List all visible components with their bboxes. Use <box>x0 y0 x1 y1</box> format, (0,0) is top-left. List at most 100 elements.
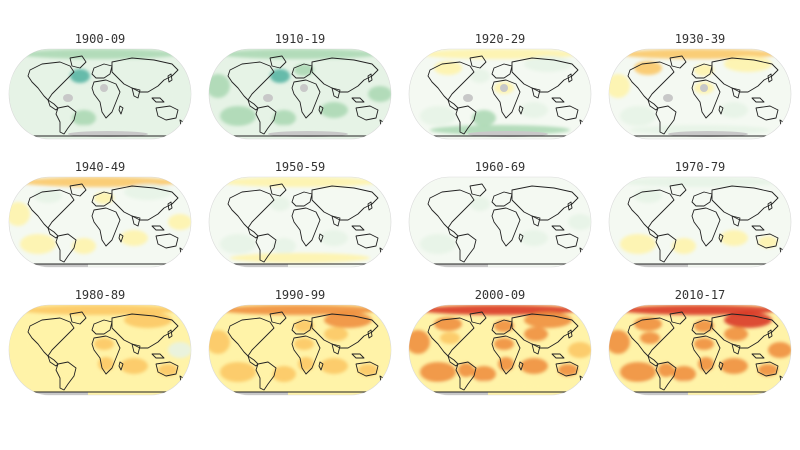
world-map <box>8 304 192 396</box>
coastline <box>511 185 579 221</box>
anomaly-region-austral <box>758 364 778 376</box>
anomaly-region-sPac <box>420 106 456 126</box>
coastline <box>711 57 779 93</box>
coastline <box>367 201 373 211</box>
coastline <box>551 353 565 359</box>
coastline <box>555 105 579 121</box>
coastline <box>131 343 141 355</box>
anomaly-region-nAfrica <box>694 338 714 350</box>
anomaly-region-sPac <box>220 234 256 254</box>
coastline <box>311 57 379 93</box>
missing-data-region <box>228 392 288 395</box>
anomaly-region-siberia <box>724 312 772 328</box>
coastline <box>711 313 779 349</box>
anomaly-region-austral <box>558 364 578 376</box>
coastline <box>69 183 87 197</box>
coastline <box>118 105 124 115</box>
panel-title: 1930-39 <box>674 32 726 46</box>
coastline <box>455 233 477 263</box>
anomaly-region-indian <box>120 358 148 374</box>
anomaly-region-indian <box>520 358 548 374</box>
world-map <box>208 176 392 268</box>
missing-data-region <box>100 84 108 92</box>
anomaly-region-austral <box>358 364 378 376</box>
coastline <box>647 99 659 111</box>
anomaly-region-southOcn <box>430 381 570 391</box>
coastline <box>355 105 379 121</box>
panel-title: 1910-19 <box>274 32 326 46</box>
anomaly-region-arctic <box>220 49 380 59</box>
map-panel-1910-19: 1910-19 <box>200 32 400 157</box>
coastline <box>455 105 477 135</box>
anomaly-region-nAfrica <box>94 338 114 350</box>
map-panel-2010-17: 2010-17 <box>600 288 800 413</box>
world-map <box>408 176 592 268</box>
anomaly-region-tropPac <box>568 342 591 358</box>
anomaly-region-nAfrica <box>294 338 314 350</box>
coastline <box>91 63 113 79</box>
map-panel-1980-89: 1980-89 <box>0 288 200 413</box>
coastline <box>55 105 77 135</box>
anomaly-region-tropPac <box>168 342 191 358</box>
coastline <box>131 87 141 99</box>
anomaly-region-sPac <box>620 234 656 254</box>
coastline <box>91 335 121 375</box>
coastline <box>511 57 579 93</box>
anomaly-region-europe <box>294 320 314 332</box>
coastline <box>318 105 324 115</box>
coastline <box>755 105 779 121</box>
missing-data-region <box>228 264 288 267</box>
coastline <box>518 105 524 115</box>
coastline <box>27 189 75 229</box>
coastline <box>427 61 475 101</box>
missing-data-region <box>628 392 688 395</box>
anomaly-region-sAtl <box>72 110 96 126</box>
coastline <box>669 311 687 325</box>
anomaly-region-indian <box>320 102 348 118</box>
anomaly-region-indian <box>520 230 548 246</box>
coastline <box>767 73 773 83</box>
coastline <box>227 317 275 357</box>
coastline <box>227 61 275 101</box>
panel-title: 2000-09 <box>474 288 526 302</box>
world-map <box>8 48 192 140</box>
anomaly-region-sAtl <box>72 366 96 382</box>
anomaly-region-indian <box>120 230 148 246</box>
coastline <box>691 63 713 79</box>
coastline <box>655 105 677 135</box>
coastline <box>255 233 277 263</box>
anomaly-region-usa <box>440 332 460 344</box>
anomaly-region-southOcn <box>230 253 370 263</box>
coastline <box>731 343 741 355</box>
missing-data-region <box>63 94 73 102</box>
coastline <box>91 207 121 247</box>
anomaly-region-austral <box>758 236 778 248</box>
coastline <box>367 329 373 339</box>
anomaly-region-siberia <box>524 56 572 72</box>
world-map <box>408 48 592 140</box>
anomaly-region-indian <box>720 358 748 374</box>
missing-data-region <box>68 131 148 137</box>
coastline <box>567 329 573 339</box>
coastline <box>311 185 379 221</box>
coastline <box>518 361 524 371</box>
coastline <box>718 105 724 115</box>
coastline <box>718 233 724 243</box>
coastline <box>27 317 75 357</box>
coastline <box>531 87 541 99</box>
anomaly-region-nPac <box>209 74 230 98</box>
coastline <box>491 191 513 207</box>
coastline <box>491 335 521 375</box>
coastline <box>455 361 477 391</box>
panel-title: 1920-29 <box>474 32 526 46</box>
anomaly-region-austral <box>158 364 178 376</box>
coastline <box>91 319 113 335</box>
coastline <box>351 353 365 359</box>
anomaly-region-tropPac <box>568 214 591 230</box>
coastline <box>151 353 165 359</box>
anomaly-region-indian <box>720 102 748 118</box>
coastline <box>69 311 87 325</box>
world-map <box>208 48 392 140</box>
anomaly-region-indian <box>520 102 548 118</box>
anomaly-region-europe <box>94 192 114 204</box>
